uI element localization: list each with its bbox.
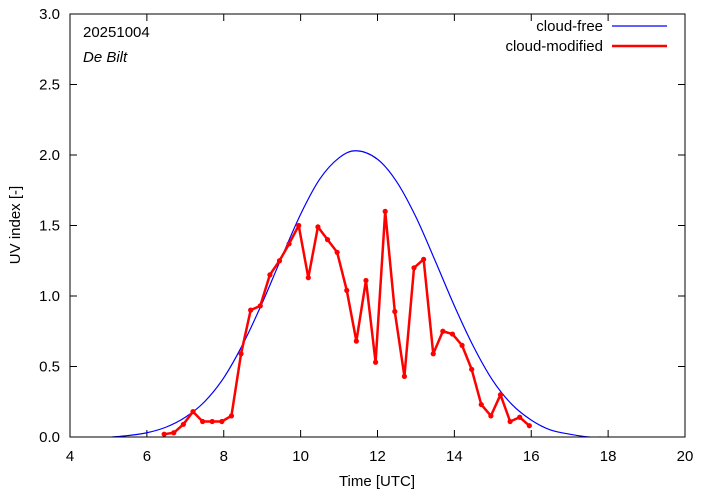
data-point-cloud-modified (517, 414, 523, 420)
data-point-cloud-modified (401, 373, 408, 379)
x-tick-label: 16 (523, 448, 540, 465)
chart-date: 20251004 (83, 24, 150, 41)
y-tick-label: 2.0 (39, 147, 60, 164)
data-point-cloud-modified (324, 237, 331, 243)
y-tick-label: 1.0 (39, 288, 60, 305)
x-tick-label: 6 (143, 448, 151, 465)
series-line-cloud-free (112, 150, 601, 437)
chart-location: De Bilt (83, 49, 128, 66)
legend-label-cloud-free: cloud-free (536, 18, 603, 35)
tick-labels: 4 6 8 10 12 14 16 18 20 0.0 0.5 1.0 1.5 2.0 2.5 3.0 (39, 6, 693, 465)
data-point-cloud-modified (296, 222, 302, 229)
data-point-cloud-modified (469, 366, 475, 372)
data-point-cloud-modified (171, 430, 177, 436)
y-tick-label: 0.0 (39, 429, 60, 446)
x-tick-label: 14 (446, 448, 463, 465)
data-point-cloud-modified (248, 307, 254, 313)
x-tick-label: 8 (220, 448, 228, 465)
data-point-cloud-modified (209, 418, 215, 425)
data-point-cloud-modified (382, 208, 388, 214)
y-tick-label: 0.5 (39, 359, 60, 376)
data-point-cloud-modified (180, 421, 186, 427)
data-point-cloud-modified (363, 277, 369, 284)
data-point-cloud-modified (267, 272, 273, 278)
x-tick-label: 4 (66, 448, 74, 465)
data-point-cloud-modified (200, 418, 206, 425)
data-point-cloud-modified (315, 224, 321, 230)
data-point-cloud-modified (353, 338, 359, 344)
y-tick-label: 3.0 (39, 6, 60, 23)
data-point-cloud-modified (440, 328, 446, 334)
data-point-cloud-modified (459, 342, 465, 348)
series-layer (112, 150, 601, 437)
data-point-cloud-modified (526, 423, 532, 429)
data-point-cloud-modified (478, 401, 484, 408)
data-point-cloud-modified (161, 431, 167, 437)
data-point-cloud-modified (344, 287, 350, 293)
x-axis-label: Time [UTC] (339, 473, 415, 490)
x-tick-label: 10 (292, 448, 309, 465)
data-point-cloud-modified (411, 265, 417, 271)
data-point-cloud-modified (449, 331, 456, 337)
y-tick-label: 2.5 (39, 77, 60, 94)
data-point-cloud-modified (190, 409, 196, 415)
x-tick-label: 20 (677, 448, 694, 465)
data-point-cloud-modified (228, 413, 235, 419)
plot-frame (69, 13, 686, 438)
data-point-cloud-modified (286, 241, 292, 247)
data-point-cloud-modified (238, 351, 244, 357)
data-point-cloud-modified (334, 249, 340, 255)
y-axis-label: UV index [-] (7, 186, 24, 264)
data-point-cloud-modified (372, 359, 379, 365)
data-point-cloud-modified (219, 418, 225, 425)
y-tick-label: 1.5 (39, 218, 60, 235)
axes-ticks (69, 13, 686, 438)
data-point-cloud-modified (305, 275, 311, 281)
data-point-cloud-modified (430, 351, 436, 357)
data-point-cloud-modified (392, 308, 398, 315)
data-point-cloud-modified (257, 303, 263, 309)
x-tick-label: 12 (369, 448, 386, 465)
legend-label-cloud-modified: cloud-modified (505, 38, 603, 55)
x-tick-label: 18 (600, 448, 617, 465)
data-point-cloud-modified (421, 256, 427, 262)
data-point-cloud-modified (497, 392, 504, 398)
data-point-cloud-modified (276, 258, 283, 264)
data-point-cloud-modified (507, 418, 513, 425)
series-line-cloud-modified (163, 210, 531, 436)
legend: cloud-free cloud-modified (505, 18, 667, 55)
data-point-cloud-modified (488, 413, 494, 419)
